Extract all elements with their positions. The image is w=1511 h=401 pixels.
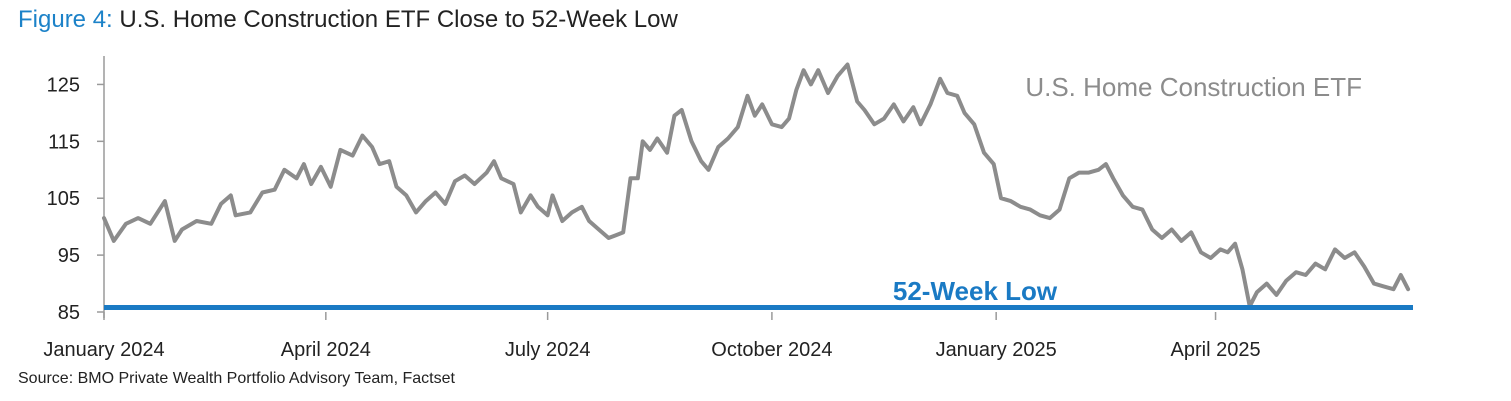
etf-series-label: U.S. Home Construction ETF xyxy=(1025,72,1362,102)
etf-price-line xyxy=(102,62,1411,309)
x-tick-label: January 2025 xyxy=(936,339,1057,361)
x-tick-label: April 2024 xyxy=(281,339,371,361)
figure-label: Figure 4: xyxy=(18,6,113,33)
x-tick-label: July 2024 xyxy=(505,339,591,361)
y-tick-label: 95 xyxy=(58,245,80,267)
x-tick-label: October 2024 xyxy=(711,339,832,361)
x-tick-label: January 2024 xyxy=(43,339,164,361)
low-line-label: 52-Week Low xyxy=(893,276,1058,306)
source-note: Source: BMO Private Wealth Portfolio Adv… xyxy=(18,370,455,387)
title-text: U.S. Home Construction ETF Close to 52-W… xyxy=(119,6,678,33)
y-tick-label: 85 xyxy=(58,302,80,324)
y-tick-label: 115 xyxy=(48,131,80,153)
y-tick-label: 105 xyxy=(47,188,80,210)
x-tick-label: April 2025 xyxy=(1171,339,1261,361)
y-tick-label: 125 xyxy=(47,74,80,96)
chart-title: Figure 4: U.S. Home Construction ETF Clo… xyxy=(18,6,678,34)
